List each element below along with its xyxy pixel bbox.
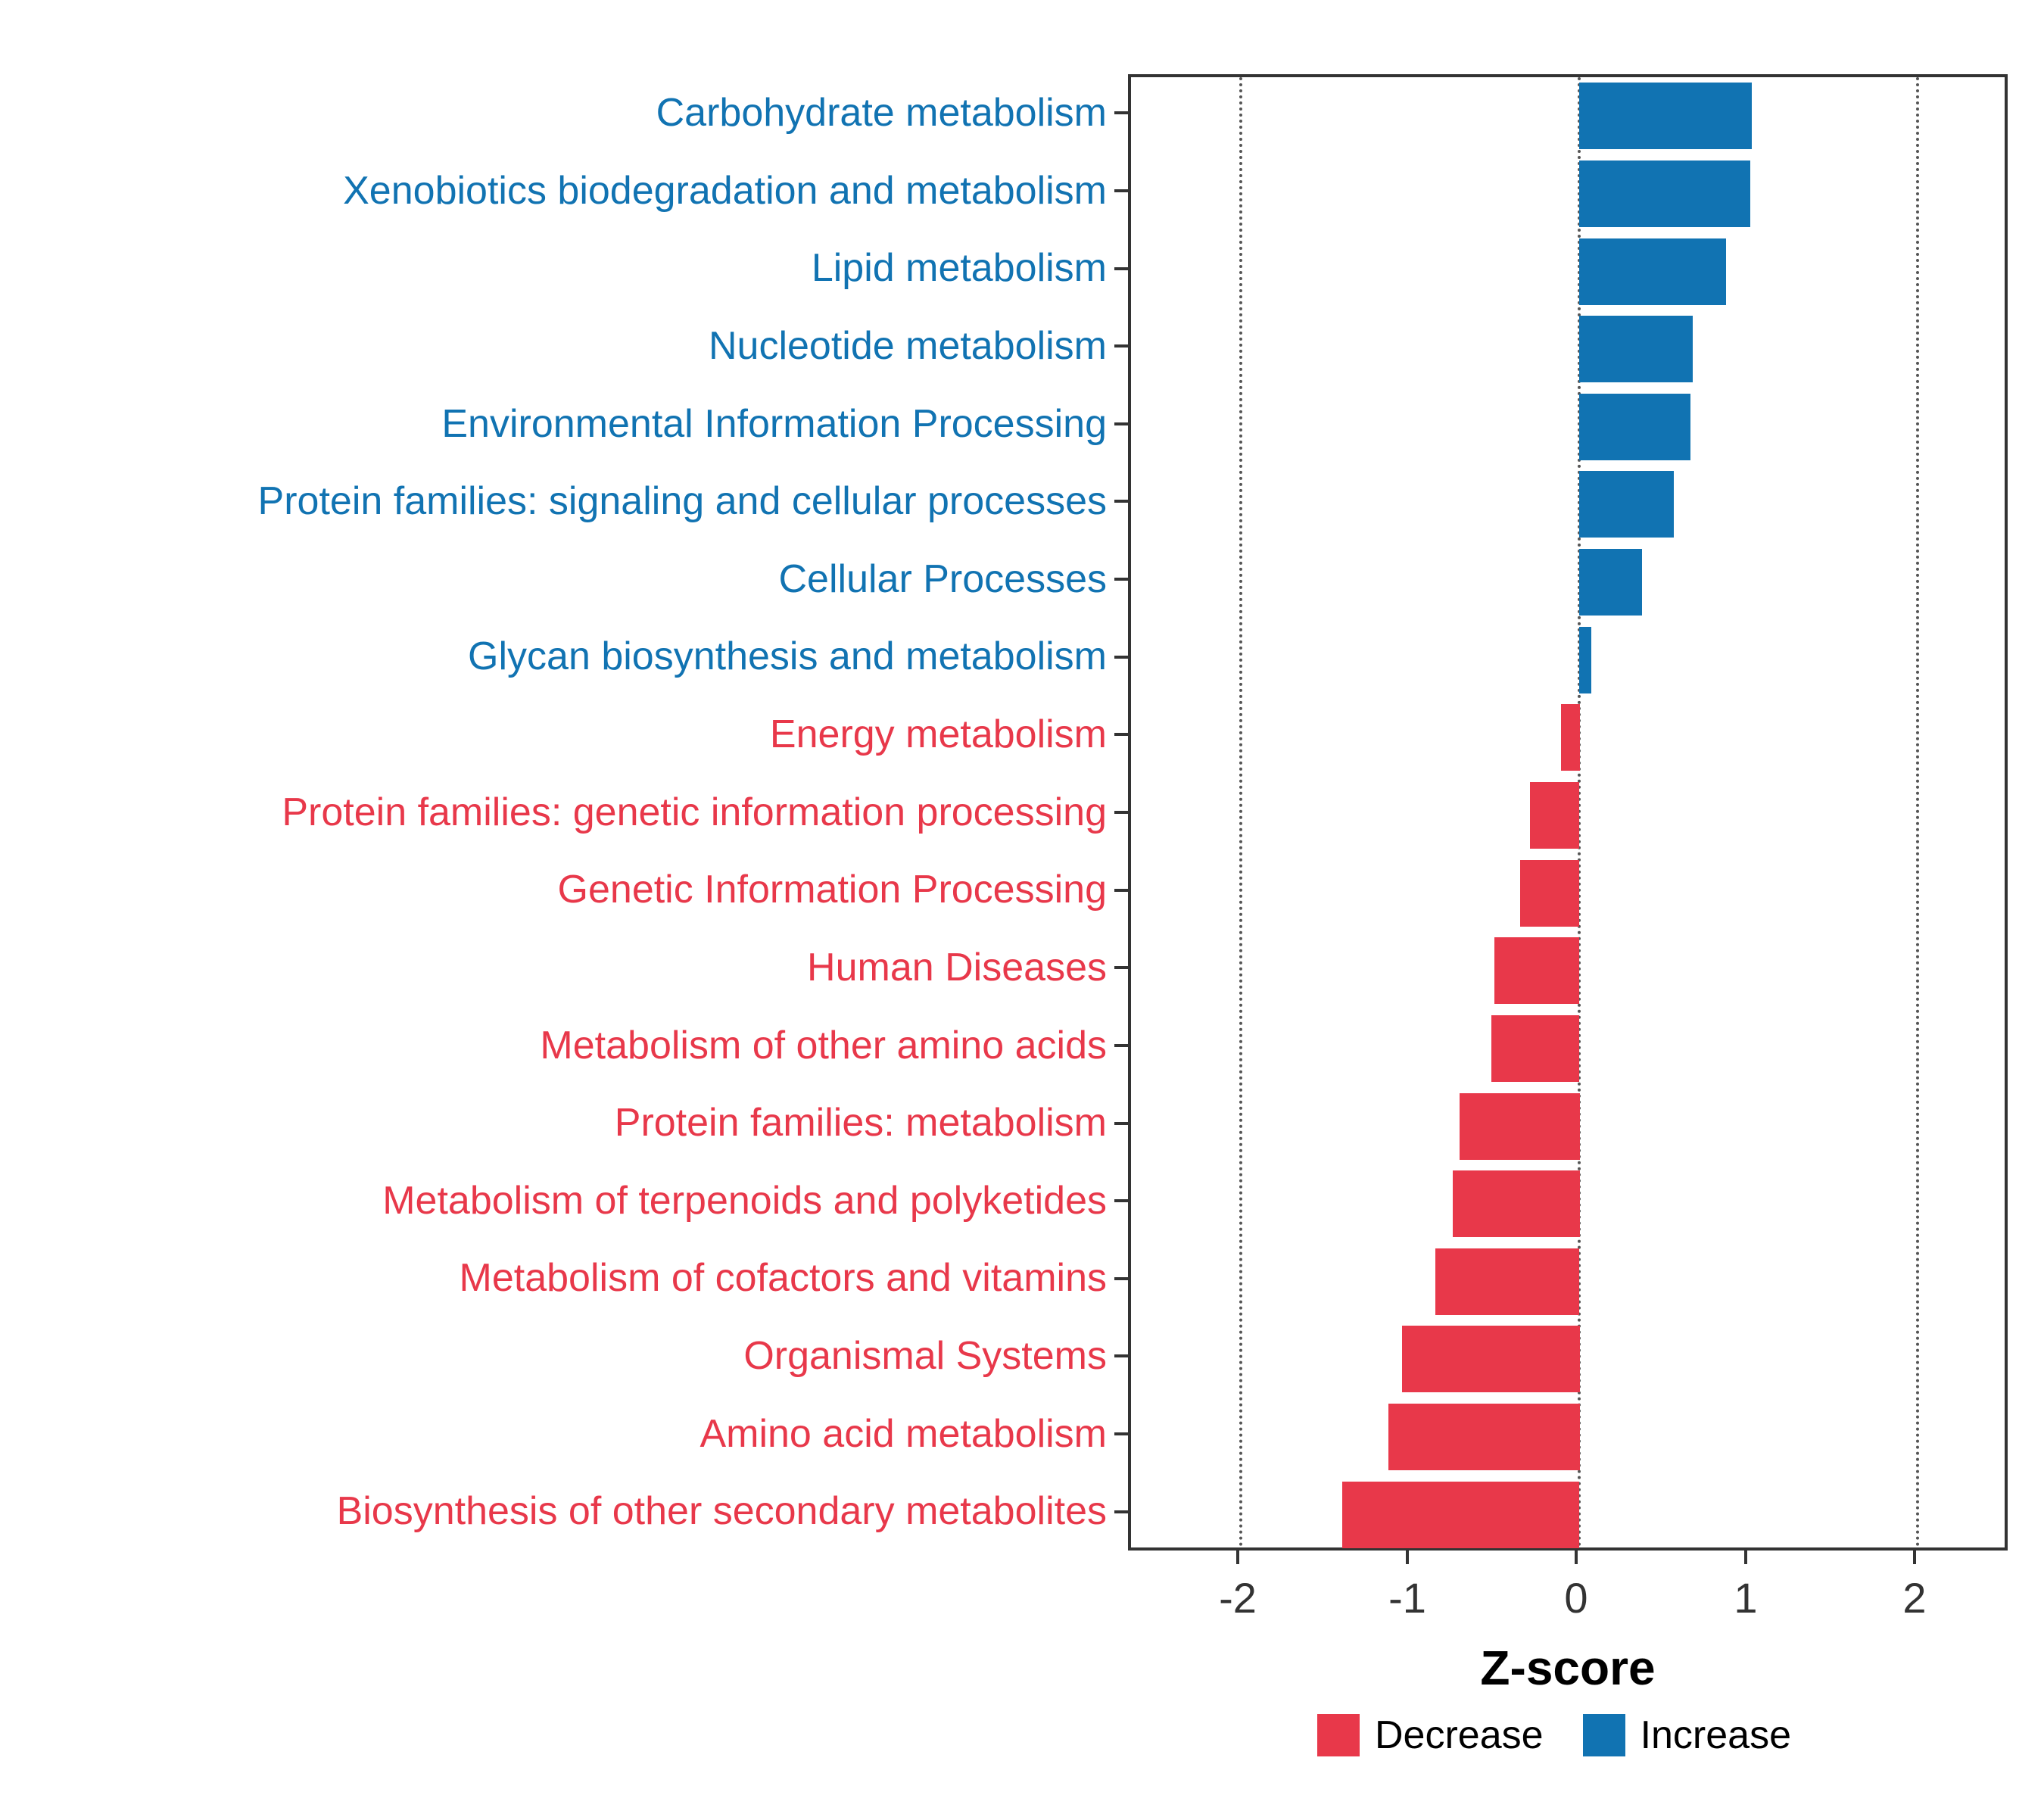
category-label: Protein families: genetic information pr… [282,790,1107,834]
category-label: Protein families: metabolism [614,1101,1107,1145]
bar-increase [1579,394,1690,460]
category-label: Xenobiotics biodegradation and metabolis… [343,168,1107,213]
y-axis-tick [1114,578,1128,581]
bar-increase [1579,549,1642,616]
y-axis-tick [1114,733,1128,736]
x-tick-label: 1 [1734,1574,1758,1622]
x-tick-label: 2 [1902,1574,1927,1622]
bar-decrease [1530,782,1579,849]
bar-increase [1579,83,1752,149]
bar-decrease [1453,1170,1580,1237]
plot-panel [1128,74,2008,1551]
gridline-x-2 [1916,77,1920,1547]
category-label: Cellular Processes [778,556,1108,601]
category-label: Carbohydrate metabolism [656,91,1107,136]
y-axis-tick [1114,656,1128,659]
y-axis-tick [1114,422,1128,425]
y-axis-tick [1114,889,1128,892]
legend: Decrease Increase [1317,1713,1791,1758]
increase-swatch-icon [1582,1714,1625,1756]
category-label: Glycan biosynthesis and metabolism [468,634,1107,679]
category-label: Energy metabolism [769,712,1107,757]
x-axis-title: Z-score [1480,1641,1656,1695]
category-label: Organismal Systems [743,1334,1107,1379]
x-axis-tick [1236,1551,1239,1564]
category-label: Biosynthesis of other secondary metaboli… [336,1489,1107,1534]
y-axis-tick [1114,344,1128,348]
category-label: Genetic Information Processing [557,868,1107,912]
legend-item-decrease: Decrease [1317,1713,1544,1758]
bar-decrease [1402,1326,1580,1392]
x-tick-label: -2 [1219,1574,1257,1622]
y-axis-tick [1114,500,1128,503]
x-axis-tick [1744,1551,1747,1564]
bar-increase [1579,471,1674,538]
bar-decrease [1494,937,1579,1004]
y-axis-tick [1114,1354,1128,1357]
bar-increase [1579,627,1591,693]
bar-decrease [1388,1404,1580,1470]
category-label: Protein families: signaling and cellular… [257,479,1107,524]
decrease-swatch-icon [1317,1714,1360,1756]
x-tick-label: -1 [1388,1574,1426,1622]
bar-increase [1579,238,1726,305]
y-axis-tick [1114,1432,1128,1435]
gridline-x-0 [1578,77,1581,1547]
y-axis-tick [1114,966,1128,969]
category-label: Amino acid metabolism [700,1411,1107,1456]
category-label: Metabolism of cofactors and vitamins [459,1256,1107,1301]
category-label: Metabolism of other amino acids [540,1023,1107,1067]
category-label: Lipid metabolism [811,246,1107,291]
bar-decrease [1561,704,1580,771]
y-axis-tick [1114,1122,1128,1125]
category-label: Nucleotide metabolism [708,323,1107,368]
y-axis-tick [1114,1277,1128,1280]
y-axis-tick [1114,189,1128,192]
bar-decrease [1342,1482,1579,1548]
bar-decrease [1435,1248,1579,1315]
bar-decrease [1520,860,1579,927]
x-axis-tick [1913,1551,1916,1564]
bar-decrease [1460,1093,1580,1160]
x-tick-label: 0 [1564,1574,1588,1622]
y-axis-tick [1114,811,1128,814]
x-axis-tick [1406,1551,1409,1564]
y-axis-tick [1114,1199,1128,1202]
bar-decrease [1491,1015,1579,1082]
category-label: Environmental Information Processing [441,401,1107,446]
y-axis-tick [1114,267,1128,270]
y-axis-tick [1114,111,1128,114]
legend-label-increase: Increase [1640,1713,1792,1757]
bar-increase [1579,161,1750,227]
legend-item-increase: Increase [1582,1713,1792,1758]
category-label: Metabolism of terpenoids and polyketides [382,1178,1107,1223]
y-axis-tick [1114,1510,1128,1513]
x-axis-tick [1575,1551,1578,1564]
gridline-x--2 [1239,77,1243,1547]
y-axis-tick [1114,1044,1128,1047]
category-label: Human Diseases [807,945,1107,990]
bar-increase [1579,316,1693,382]
legend-label-decrease: Decrease [1375,1713,1544,1757]
